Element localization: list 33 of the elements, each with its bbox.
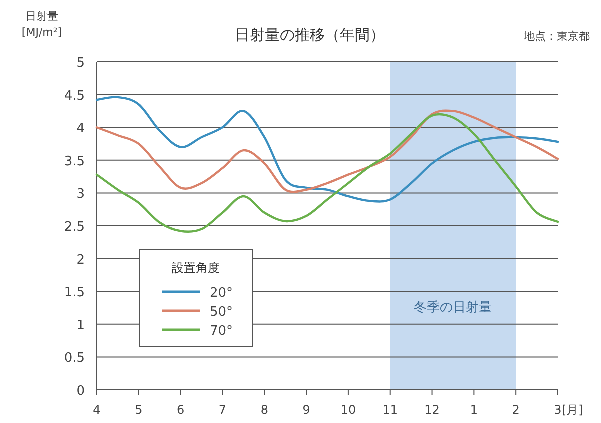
x-tick-label: 8 (260, 403, 268, 417)
y-tick-label: 0.5 (64, 351, 85, 366)
x-tick-label: 1 (470, 403, 478, 417)
y-tick-label: 3 (76, 187, 85, 202)
y-tick-label: 5 (76, 56, 85, 71)
chart-title: 日射量の推移（年間） (235, 26, 385, 44)
x-tick-label: 6 (177, 403, 185, 417)
y-tick-label: 2.5 (64, 220, 85, 235)
x-tick-label: 4 (93, 403, 101, 417)
y-tick-label: 2 (76, 252, 85, 268)
x-tick-label: 7 (218, 403, 227, 417)
legend-label: 20° (210, 286, 234, 301)
x-tick-label: 5 (135, 403, 143, 417)
y-tick-label: 4.5 (64, 88, 85, 104)
x-tick-label: 10 (340, 403, 356, 417)
legend-label: 70° (210, 324, 234, 339)
y-tick-label: 0 (76, 384, 85, 399)
text: 地点：東京都 (523, 30, 590, 43)
x-tick-label: 9 (302, 403, 310, 417)
y-tick-label: 4 (76, 122, 85, 137)
line-series (96, 96, 560, 203)
legend-label: 50° (210, 305, 234, 320)
x-tick-label: 2 (512, 403, 520, 417)
band-label: 冬季の日射量 (414, 300, 492, 316)
x-tick-label: 11 (382, 403, 398, 417)
y-tick-label: 1 (76, 318, 85, 334)
y-tick-label: 3.5 (64, 154, 85, 170)
x-tick-label: 3 (554, 403, 562, 417)
y-axis-title: 日射量 [MJ/m²] (22, 10, 62, 39)
x-axis-title: [月] (562, 403, 584, 417)
y-tick-label: 1.5 (64, 286, 85, 301)
x-tick-label: 12 (424, 403, 440, 417)
legend-title: 設置角度 (172, 261, 220, 275)
